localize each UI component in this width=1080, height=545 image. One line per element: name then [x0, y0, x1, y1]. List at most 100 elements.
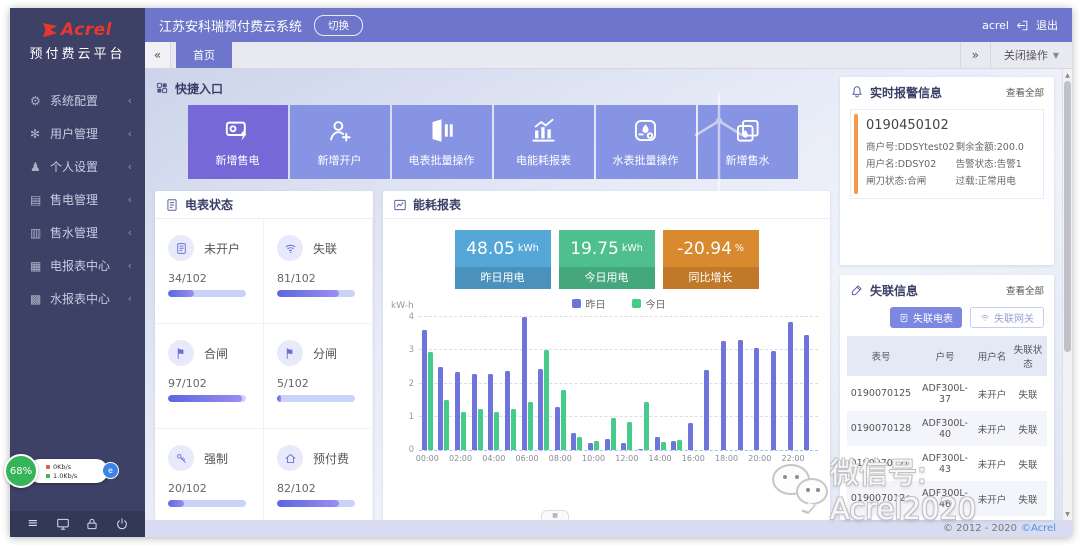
table-row[interactable]: 0190070128 ADF300L-40 未开户 失联: [847, 411, 1047, 446]
username[interactable]: acrel: [982, 18, 1009, 32]
sidebar-item-1[interactable]: ✻ 用户管理 ‹: [10, 117, 145, 150]
forward-tabs-icon[interactable]: »: [959, 42, 990, 68]
power-icon[interactable]: [115, 517, 129, 531]
bar-昨日: [421, 330, 427, 450]
alarm-card[interactable]: 0190450102 商户号:DDSYtest02 剩余金额:200.0 用户名:D…: [850, 109, 1044, 199]
electric-report-icon: ▦: [30, 258, 42, 273]
table-cell: 未开户: [977, 389, 1007, 401]
quick-button-4[interactable]: 水表批量操作: [595, 105, 696, 179]
status-label: 分闸: [313, 346, 338, 361]
water-report-icon: ▩: [30, 291, 42, 306]
table-cell: ADF300L-46: [915, 481, 975, 516]
scroll-down-icon[interactable]: ▼: [1065, 510, 1070, 518]
quick-button-1[interactable]: 新增开户: [289, 105, 390, 179]
bar-group-01:00: [436, 317, 453, 450]
bar-昨日: [787, 322, 793, 450]
energy-report-header: 能耗报表: [383, 191, 830, 219]
lock-icon[interactable]: [85, 517, 99, 531]
bar-今日: [494, 412, 500, 450]
switch-system-button[interactable]: 切换: [314, 14, 364, 36]
bar-今日: [577, 437, 583, 450]
alarm-detail-row: 闸刀状态:合闸 过载:正常用电: [866, 173, 1035, 190]
table-row[interactable]: 019007012fADF300L-47未开户失联: [847, 516, 1047, 520]
recorder-percent-badge[interactable]: 68%: [4, 454, 38, 488]
monitor-icon[interactable]: [56, 517, 70, 531]
legend-item-今日[interactable]: 今日: [631, 296, 666, 311]
status-progress-track: [277, 290, 356, 297]
kpi-label: 同比增长: [662, 267, 759, 289]
logout-icon[interactable]: [1016, 19, 1029, 32]
sidebar: Acrel 预付费云平台 ⚙ 系统配置 ‹ ✻ 用户管理 ‹ ♟ 个人设置 ‹ ▤ 售电管理 ‹ ▥ 售水…: [10, 8, 145, 537]
x-tick-label: 22:00: [781, 454, 805, 463]
copyright-text: © 2012 - 2020: [942, 523, 1017, 534]
bar-group-11:00: [602, 317, 619, 450]
tab-home[interactable]: 首页: [176, 42, 232, 68]
alarm-view-all-link[interactable]: 查看全部: [1005, 88, 1044, 99]
vertical-scrollbar[interactable]: ▲ ▼: [1062, 69, 1072, 520]
footer-brand-link[interactable]: ©Acrel: [1021, 523, 1056, 534]
x-tick-label: 08:00: [548, 454, 572, 463]
chevron-left-icon: ‹: [127, 259, 132, 272]
offline-icon: [277, 235, 303, 261]
bar-昨日: [754, 347, 760, 450]
bar-昨日: [538, 368, 544, 450]
gridline: [419, 415, 818, 417]
browser-badge-icon: e: [102, 462, 119, 479]
logout-button[interactable]: 退出: [1036, 19, 1058, 32]
right-column: 实时报警信息 查看全部 0190450102 商户号:DDSYtest02 剩余金…: [840, 69, 1062, 520]
bar-今日: [594, 440, 600, 450]
close-operations-dropdown[interactable]: 关闭操作 ▼: [989, 42, 1072, 68]
table-row[interactable]: 019007012B ADF300L-43 未开户 失联: [847, 446, 1047, 481]
offline-meters-table: 表号 户号 用户名 失联状态 0190070125 ADF300L-37 未开户 失联 019…: [847, 336, 1047, 520]
drawer-handle[interactable]: ▦: [541, 510, 570, 520]
sidebar-item-2[interactable]: ♟ 个人设置 ‹: [10, 150, 145, 183]
x-tick-label: 10:00: [582, 454, 606, 463]
offline-panel-header: 失联信息 查看全部: [840, 275, 1054, 305]
y-tick-label: 0: [408, 445, 414, 455]
legend-item-昨日[interactable]: 昨日: [571, 296, 606, 311]
quick-entry-title: 快捷入口: [175, 81, 224, 96]
table-row[interactable]: 0190070125 ADF300L-37 未开户 失联: [847, 376, 1047, 411]
status-cell-top: 合闸: [168, 340, 251, 366]
bar-group-20:00: [752, 317, 769, 450]
sidebar-item-6[interactable]: ▩ 水报表中心 ‹: [10, 282, 145, 315]
table-cell: 失联: [1018, 389, 1038, 401]
offline-gateway-button[interactable]: 失联网关: [970, 307, 1044, 328]
kpi-unit: %: [734, 243, 744, 254]
quick-button-3[interactable]: 电能耗报表: [493, 105, 594, 179]
quick-button-label: 新增售电: [215, 153, 260, 167]
legend-swatch: [631, 299, 641, 308]
quick-button-0[interactable]: 新增售电: [187, 105, 288, 179]
status-progress-fill: [168, 290, 194, 297]
quick-button-2[interactable]: 电表批量操作: [391, 105, 492, 179]
bar-昨日: [588, 442, 594, 450]
alarm-detail-row: 商户号:DDSYtest02 剩余金额:200.0: [866, 139, 1035, 156]
offline-view-all-link[interactable]: 查看全部: [1005, 286, 1044, 297]
scroll-up-icon[interactable]: ▲: [1065, 71, 1070, 79]
collapse-tabs-icon[interactable]: «: [145, 42, 171, 68]
sidebar-item-4[interactable]: ▥ 售水管理 ‹: [10, 216, 145, 249]
bar-group-03:00: [469, 317, 486, 450]
bar-group-08:00: [552, 317, 569, 450]
sidebar-item-3[interactable]: ▤ 售电管理 ‹: [10, 183, 145, 216]
menu-icon[interactable]: ≡: [27, 516, 39, 531]
bar-group-13:00: [635, 317, 652, 450]
kpi-value: -20.94%: [662, 230, 759, 267]
sidebar-item-0[interactable]: ⚙ 系统配置 ‹: [10, 84, 145, 117]
quick-button-label: 电能耗报表: [516, 153, 571, 167]
table-cell: 019007012e: [847, 481, 915, 516]
kpi-card-2: -20.94% 同比增长: [662, 230, 759, 289]
quick-button-5[interactable]: 新增售水: [697, 105, 798, 179]
offline-meter-button[interactable]: 失联电表: [890, 307, 962, 328]
quick-button-label: 水表批量操作: [612, 153, 679, 167]
scrollbar-thumb[interactable]: [1064, 81, 1071, 352]
bar-group-16:00: [685, 317, 702, 450]
bar-group-19:00: [735, 317, 752, 450]
bar-group-14:00: [652, 317, 669, 450]
status-progress-fill: [277, 500, 340, 507]
bar-今日: [627, 422, 633, 450]
table-row[interactable]: 019007012e ADF300L-46 未开户 失联: [847, 481, 1047, 516]
sidebar-item-5[interactable]: ▦ 电报表中心 ‹: [10, 249, 145, 282]
alarm-field: 闸刀状态:合闸: [866, 176, 927, 187]
bar-今日: [544, 350, 550, 450]
